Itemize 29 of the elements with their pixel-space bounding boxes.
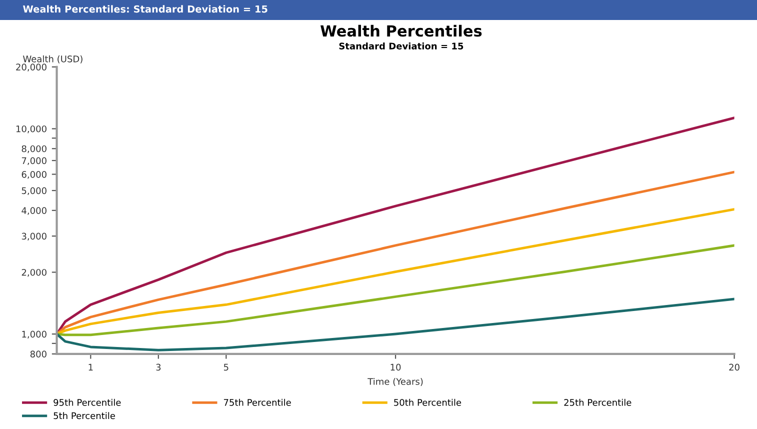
y-tick-label: 6,000	[22, 171, 46, 179]
y-axis-title: Wealth (USD)	[23, 55, 82, 64]
y-tick-label: 8,000	[22, 145, 46, 154]
line-series	[56, 208, 734, 336]
x-axis-title: Time (Years)	[368, 378, 423, 386]
legend-label: 95th Percentile	[54, 398, 121, 406]
x-tick-label: 10	[390, 364, 401, 371]
legend-label: 5th Percentile	[54, 412, 115, 420]
y-tick-label: 10,000	[16, 125, 46, 134]
line-series	[56, 298, 734, 352]
x-tick-label: 5	[224, 364, 228, 371]
line-series	[56, 244, 734, 336]
y-tick-label: 7,000	[22, 157, 46, 166]
x-tick-label: 20	[729, 364, 740, 371]
text: Wealth Percentiles: Standard Deviation = 15	[23, 5, 268, 13]
chart-subtitle: Standard Deviation = 15	[339, 42, 464, 50]
y-tick-label: 20,000	[16, 64, 46, 72]
legend-label: 25th Percentile	[564, 398, 632, 406]
y-tick-label: 3,000	[22, 232, 46, 241]
x-tick-label: 1	[88, 364, 93, 371]
chart-title: Wealth Percentiles	[320, 24, 482, 37]
x-tick-label: 3	[156, 364, 161, 371]
legend-label: 75th Percentile	[224, 398, 291, 406]
y-tick-label: 800	[30, 350, 46, 358]
y-tick-label: 2,000	[22, 268, 46, 277]
y-tick-label: 5,000	[22, 187, 46, 196]
y-tick-label: 1,000	[22, 330, 46, 339]
y-tick-label: 4,000	[22, 207, 46, 215]
legend-label: 50th Percentile	[394, 398, 462, 406]
